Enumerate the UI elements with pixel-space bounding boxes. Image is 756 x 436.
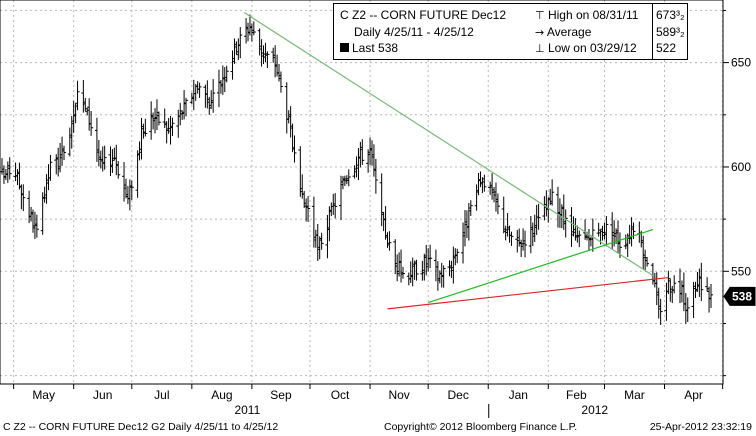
y-tick-label: 550 xyxy=(731,264,751,278)
legend-period: Daily 4/25/11 - 4/25/12 xyxy=(354,25,474,39)
legend-divider xyxy=(652,4,653,59)
legend-high: ⊤ High on 08/31/11 xyxy=(535,8,638,22)
trendline xyxy=(387,276,669,310)
legend-avg-value: 589³₂ xyxy=(656,25,685,39)
legend-last-label: Last 538 xyxy=(352,41,399,55)
legend-high-value: 673³₂ xyxy=(656,8,685,22)
legend-low: ⊥ Low on 03/29/12 xyxy=(535,41,637,55)
price-chart: 550 600 650 May Jun Jul Aug Sep Oct Nov Dec Jan Feb… xyxy=(0,0,756,418)
x-tick-label: Mar xyxy=(624,388,645,402)
footer-copyright: Copyright© 2012 Bloomberg Finance L.P. xyxy=(384,421,578,433)
x-tick-label: Feb xyxy=(566,388,587,402)
x-tick-label: May xyxy=(32,388,55,402)
legend-last: Last 538 xyxy=(340,41,398,55)
trendline xyxy=(243,12,654,276)
y-tick-label: 600 xyxy=(731,160,751,174)
x-tick-label: Aug xyxy=(211,388,232,402)
ohlc-bars xyxy=(0,14,713,325)
x-tick-label: Jun xyxy=(93,388,112,402)
y-tick-label: 650 xyxy=(731,56,751,70)
legend-ticker: C Z2 -- CORN FUTURE Dec12 xyxy=(340,8,507,22)
last-price-label: 538 xyxy=(732,289,752,303)
year-label: 2011 xyxy=(234,403,260,417)
footer-left: C Z2 -- CORN FUTURE Dec12 G2 Daily 4/25/… xyxy=(3,421,279,433)
footer-bar: C Z2 -- CORN FUTURE Dec12 G2 Daily 4/25/… xyxy=(0,419,756,436)
legend-low-value: 522 xyxy=(656,41,677,55)
high-marker-icon: ⊤ xyxy=(535,9,545,22)
y-axis: 550 600 650 xyxy=(723,9,751,377)
x-tick-label: Jul xyxy=(154,388,169,402)
last-price-marker: 538 xyxy=(723,286,756,306)
x-tick-label: Oct xyxy=(331,388,350,402)
average-marker-icon: → xyxy=(535,26,545,39)
year-label: 2012 xyxy=(581,403,608,417)
last-square-icon xyxy=(340,43,349,52)
x-tick-label: Apr xyxy=(684,388,703,402)
x-tick-label: Dec xyxy=(448,388,469,402)
footer-timestamp: 25-Apr-2012 23:32:19 xyxy=(649,421,752,433)
x-axis: May Jun Jul Aug Sep Oct Nov Dec Jan Feb Mar Apr 2011… xyxy=(13,384,724,418)
legend-high-label: High on 08/31/11 xyxy=(547,8,639,22)
chart-legend: C Z2 -- CORN FUTURE Dec12 Daily 4/25/11 … xyxy=(333,3,688,60)
x-tick-label: Sep xyxy=(270,388,292,402)
trendlines xyxy=(243,12,669,310)
legend-average: → Average xyxy=(535,25,591,39)
trendline xyxy=(427,228,654,304)
legend-low-label: Low on 03/29/12 xyxy=(547,41,637,55)
x-tick-label: Nov xyxy=(388,388,409,402)
legend-avg-label: Average xyxy=(546,25,592,39)
x-tick-label: Jan xyxy=(509,388,528,402)
low-marker-icon: ⊥ xyxy=(535,42,545,55)
